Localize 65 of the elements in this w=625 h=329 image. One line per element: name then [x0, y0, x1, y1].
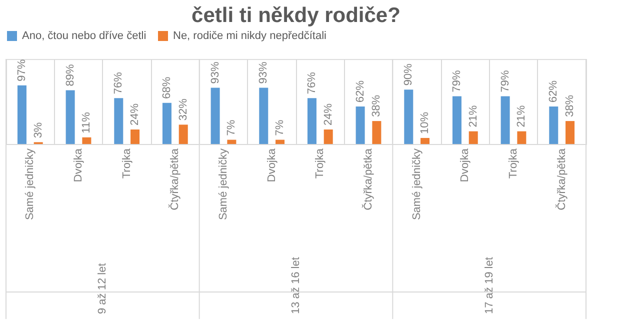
- data-label: 79%: [450, 70, 463, 92]
- data-label: 79%: [499, 70, 512, 92]
- data-label: 62%: [354, 80, 366, 103]
- data-label: 21%: [467, 105, 480, 128]
- x-tick-label: Čtyřka/pětka: [554, 148, 568, 210]
- data-label: 3%: [32, 122, 44, 138]
- data-label: 89%: [64, 64, 76, 86]
- x-tick-label: Trojka: [314, 148, 326, 179]
- bar: [549, 106, 558, 144]
- bar: [324, 129, 333, 144]
- data-label: 10%: [419, 112, 432, 134]
- bar: [227, 140, 236, 144]
- data-label: 11%: [80, 112, 93, 134]
- bar: [66, 90, 75, 144]
- data-label: 24%: [129, 103, 142, 126]
- text: 13 až 16 let: [290, 257, 302, 314]
- data-label: 97%: [16, 59, 28, 82]
- x-tick-label: Dvojka: [459, 148, 472, 182]
- text: 17 až 19 let: [483, 257, 496, 314]
- data-label: 62%: [548, 80, 560, 103]
- x-tick-label: Samé jedničky: [410, 148, 423, 220]
- data-label: 90%: [402, 63, 415, 86]
- bar: [404, 90, 414, 144]
- bar: [566, 121, 575, 144]
- x-tick-label: Trojka: [120, 148, 133, 179]
- data-label: 68%: [160, 76, 173, 99]
- bar: [356, 106, 365, 144]
- x-tick-label: Čtyřka/pětka: [362, 148, 374, 210]
- legend-label: Ano, čtou nebo dříve četli: [22, 30, 146, 42]
- text: 9 až 12 let: [96, 263, 109, 314]
- x-tick-label: Samé jedničky: [24, 148, 36, 220]
- bar: [259, 88, 268, 144]
- bar: [307, 98, 316, 144]
- data-label: 7%: [274, 120, 286, 136]
- bar: [420, 138, 430, 144]
- data-label: 32%: [177, 98, 190, 121]
- bar: [452, 96, 462, 144]
- bar: [130, 129, 140, 144]
- bar: [178, 124, 188, 144]
- data-label: 93%: [258, 62, 270, 84]
- x-tick-label: Dvojka: [266, 148, 278, 182]
- bar: [210, 88, 220, 144]
- bar: [372, 121, 382, 144]
- bar: [500, 96, 510, 144]
- data-label: 24%: [322, 103, 334, 126]
- data-label: 7%: [226, 120, 238, 136]
- data-label: 76%: [112, 72, 125, 94]
- bar: [17, 85, 26, 144]
- x-tick-label: Trojka: [508, 148, 520, 179]
- data-label: 21%: [516, 105, 528, 128]
- chart-title: četli ti někdy rodiče?: [192, 4, 400, 27]
- data-label: 38%: [564, 94, 576, 118]
- bar: [276, 140, 285, 144]
- bar: [468, 131, 478, 144]
- x-tick-label: Čtyřka/pětka: [168, 148, 182, 210]
- bar: [162, 102, 172, 144]
- legend-label: Ne, rodiče mi nikdy nepředčítali: [173, 30, 326, 42]
- x-tick-label: Dvojka: [72, 148, 84, 182]
- bar: [517, 131, 526, 144]
- data-label: 93%: [209, 62, 222, 84]
- bar: [114, 98, 124, 144]
- data-label: 76%: [306, 72, 318, 94]
- bar: [82, 137, 92, 144]
- x-tick-label: Samé jedničky: [218, 148, 230, 220]
- data-label: 38%: [370, 94, 383, 118]
